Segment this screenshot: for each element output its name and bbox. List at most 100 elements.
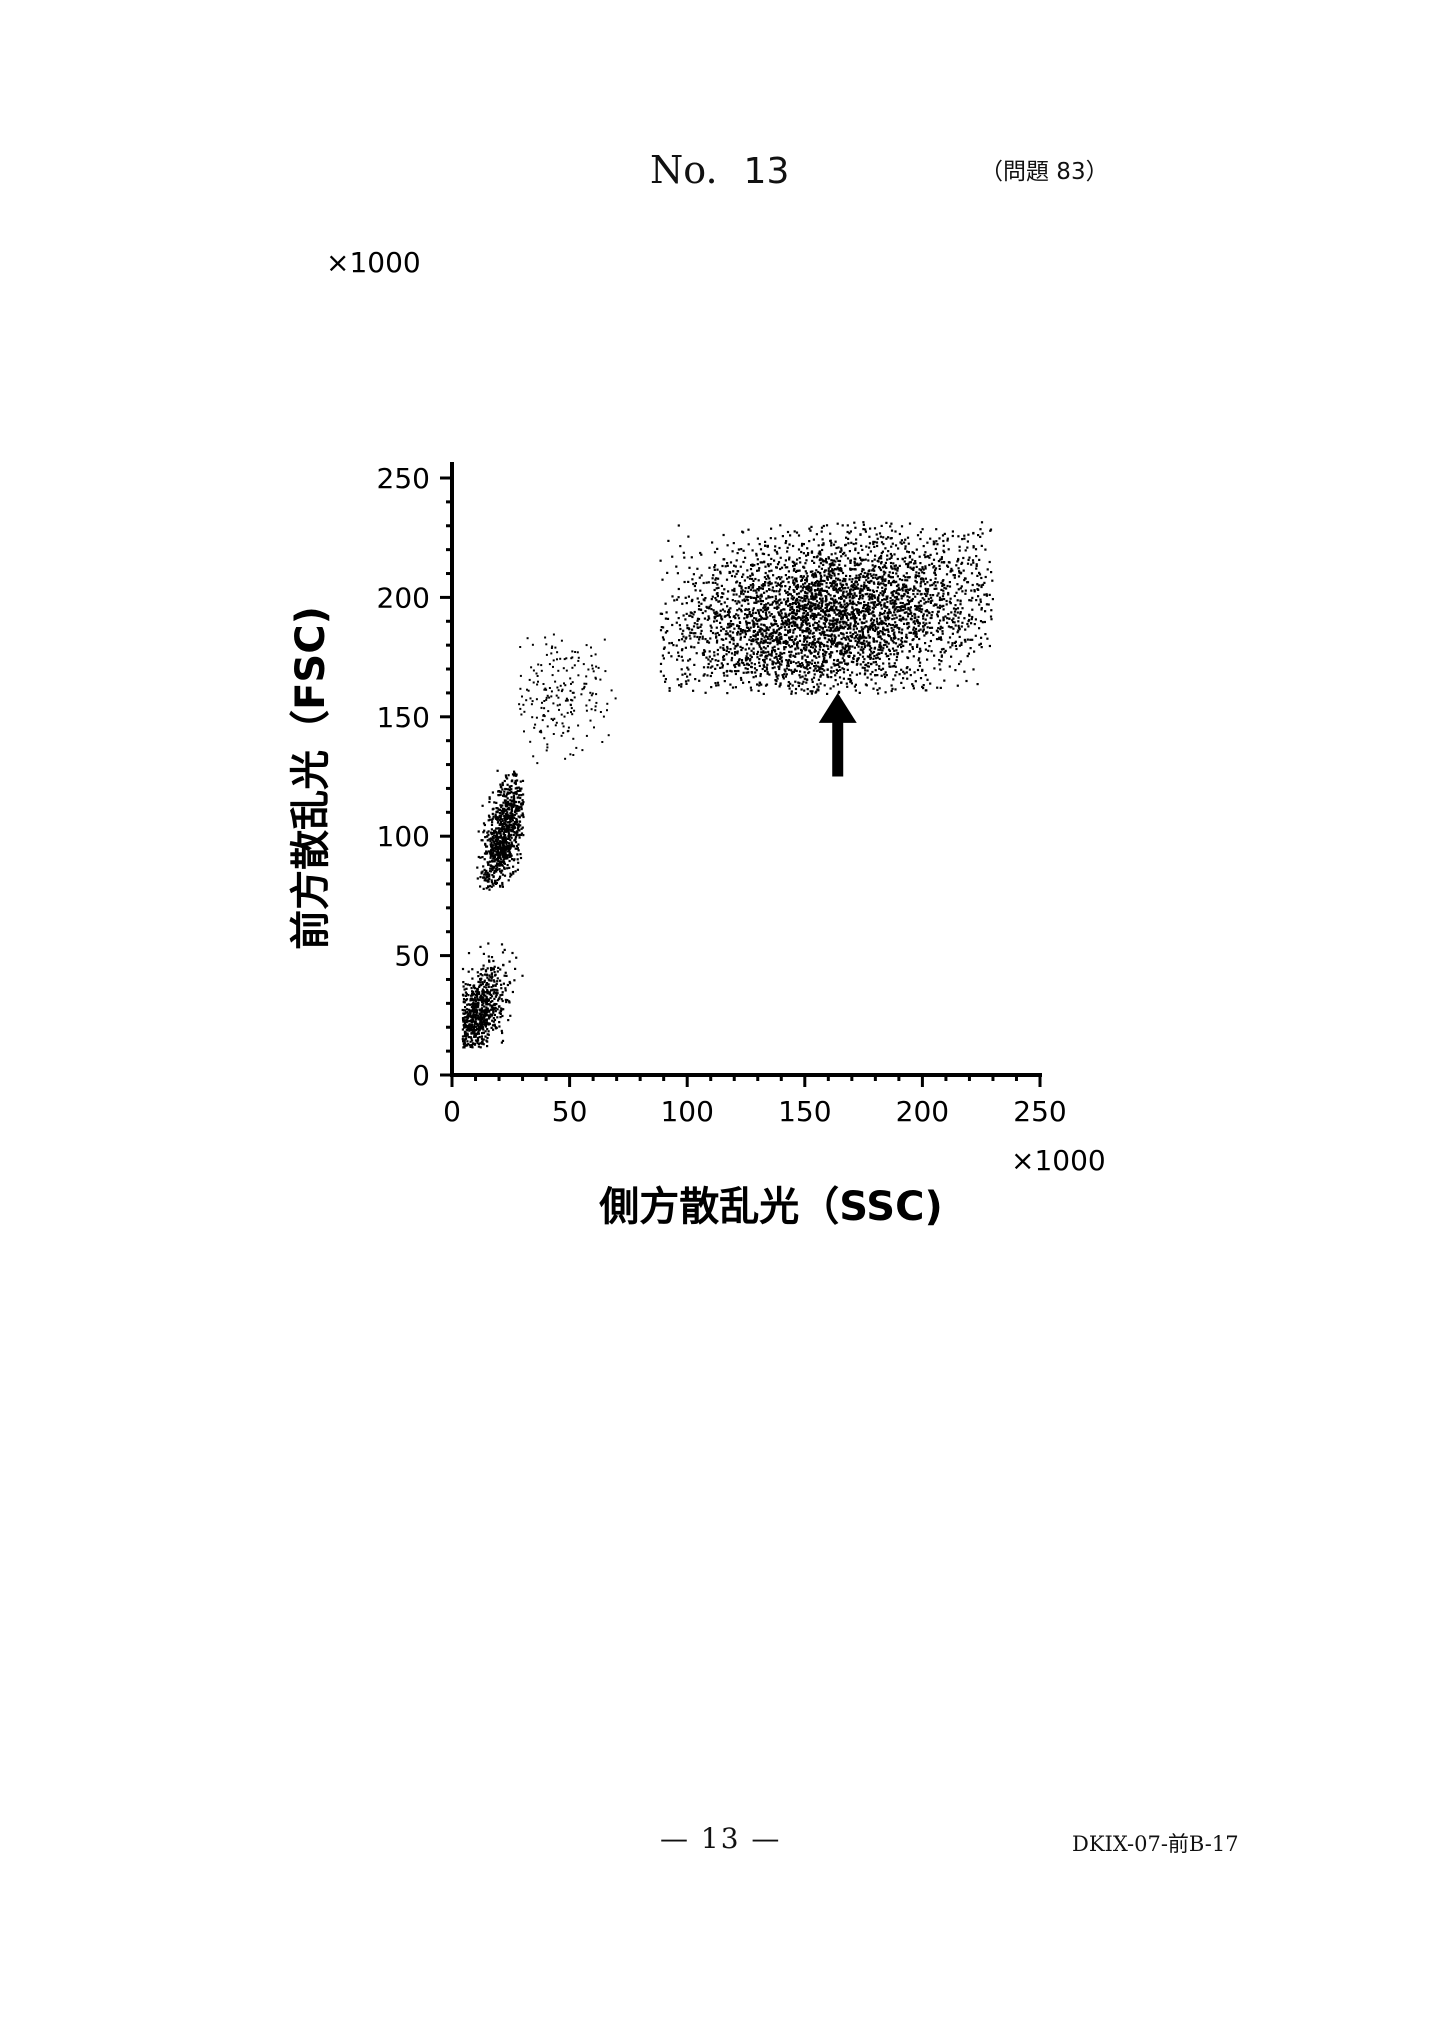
scatter-point (519, 646, 522, 648)
scatter-point (809, 645, 813, 648)
scatter-point (481, 1000, 484, 1003)
scatter-point (919, 569, 922, 572)
scatter-point (783, 598, 786, 601)
scatter-point (775, 623, 778, 626)
scatter-point (864, 607, 867, 610)
scatter-point (536, 683, 539, 686)
scatter-point (778, 685, 781, 688)
scatter-point (787, 629, 790, 632)
scatter-point (945, 573, 949, 576)
scatter-point (914, 562, 917, 565)
scatter-point (797, 595, 801, 599)
scatter-point (484, 999, 487, 1002)
scatter-point (719, 666, 722, 669)
scatter-point (869, 619, 873, 622)
scatter-point (773, 616, 776, 619)
scatter-point (711, 658, 714, 661)
scatter-point (484, 1018, 487, 1022)
scatter-point (748, 577, 752, 580)
scatter-point (463, 1026, 466, 1029)
scatter-point (842, 668, 846, 671)
scatter-point (816, 584, 819, 587)
scatter-point (980, 585, 983, 589)
scatter-point (769, 583, 772, 586)
scatter-point (836, 641, 840, 644)
scatter-point (834, 627, 837, 630)
scatter-point (986, 637, 989, 640)
scatter-point (503, 867, 506, 870)
scatter-point (566, 699, 569, 702)
scatter-point (760, 651, 763, 654)
scatter-point (484, 1014, 488, 1017)
scatter-point (550, 647, 553, 649)
scatter-point (472, 1031, 476, 1034)
scatter-point (707, 658, 710, 661)
scatter-point (878, 645, 881, 648)
scatter-point (711, 581, 714, 584)
scatter-point (762, 651, 765, 654)
scatter-point (786, 550, 789, 553)
scatter-point (569, 677, 572, 680)
scatter-point (491, 1024, 495, 1027)
scatter-point (803, 630, 806, 633)
scatter-point (754, 597, 757, 600)
scatter-point (680, 685, 683, 688)
scatter-point (861, 635, 864, 638)
scatter-point (848, 654, 851, 657)
scatter-point (865, 545, 868, 548)
scatter-point (869, 593, 872, 596)
scatter-point (898, 631, 901, 634)
scatter-point (893, 617, 896, 620)
scatter-point (522, 793, 525, 796)
scatter-point (788, 556, 791, 559)
scatter-point (832, 582, 835, 585)
scatter-point (848, 602, 851, 605)
scatter-point (883, 639, 886, 642)
scatter-point (498, 842, 501, 845)
scatter-point (730, 623, 733, 626)
scatter-point (532, 755, 535, 758)
scatter-point (722, 533, 725, 537)
scatter-point (548, 696, 551, 699)
scatter-point (789, 593, 792, 596)
scatter-point (715, 684, 718, 687)
scatter-point (783, 615, 786, 618)
scatter-point (907, 606, 910, 610)
scatter-point (908, 625, 911, 628)
scatter-point (785, 591, 788, 595)
scatter-point (877, 576, 880, 579)
scatter-point (497, 851, 500, 854)
scatter-point (792, 631, 795, 634)
scatter-point (698, 638, 701, 641)
scatter-point (853, 615, 856, 618)
scatter-point (738, 595, 741, 598)
scatter-point (897, 584, 900, 587)
scatter-point (492, 860, 495, 863)
scatter-point (873, 647, 876, 650)
scatter-point (766, 635, 769, 638)
scatter-point (517, 815, 520, 818)
scatter-point (897, 638, 900, 641)
scatter-point (467, 1012, 470, 1015)
scatter-point (738, 658, 741, 661)
scatter-point (535, 672, 538, 675)
scatter-point (497, 966, 500, 969)
scatter-point (701, 611, 704, 615)
scatter-point (862, 528, 865, 531)
scatter-point (873, 629, 876, 632)
scatter-point (488, 1003, 491, 1006)
scatter-point (471, 1026, 474, 1029)
scatter-point (782, 675, 785, 678)
scatter-point (934, 573, 937, 576)
scatter-point (744, 556, 747, 559)
scatter-point (926, 592, 929, 595)
scatter-point (661, 578, 664, 581)
scatter-point (950, 611, 953, 614)
scatter-point (936, 686, 939, 689)
scatter-point (488, 991, 491, 994)
scatter-point (897, 587, 900, 590)
scatter-point (795, 585, 798, 588)
scatter-point (973, 589, 976, 592)
scatter-point (752, 625, 755, 628)
scatter-point (841, 524, 844, 527)
